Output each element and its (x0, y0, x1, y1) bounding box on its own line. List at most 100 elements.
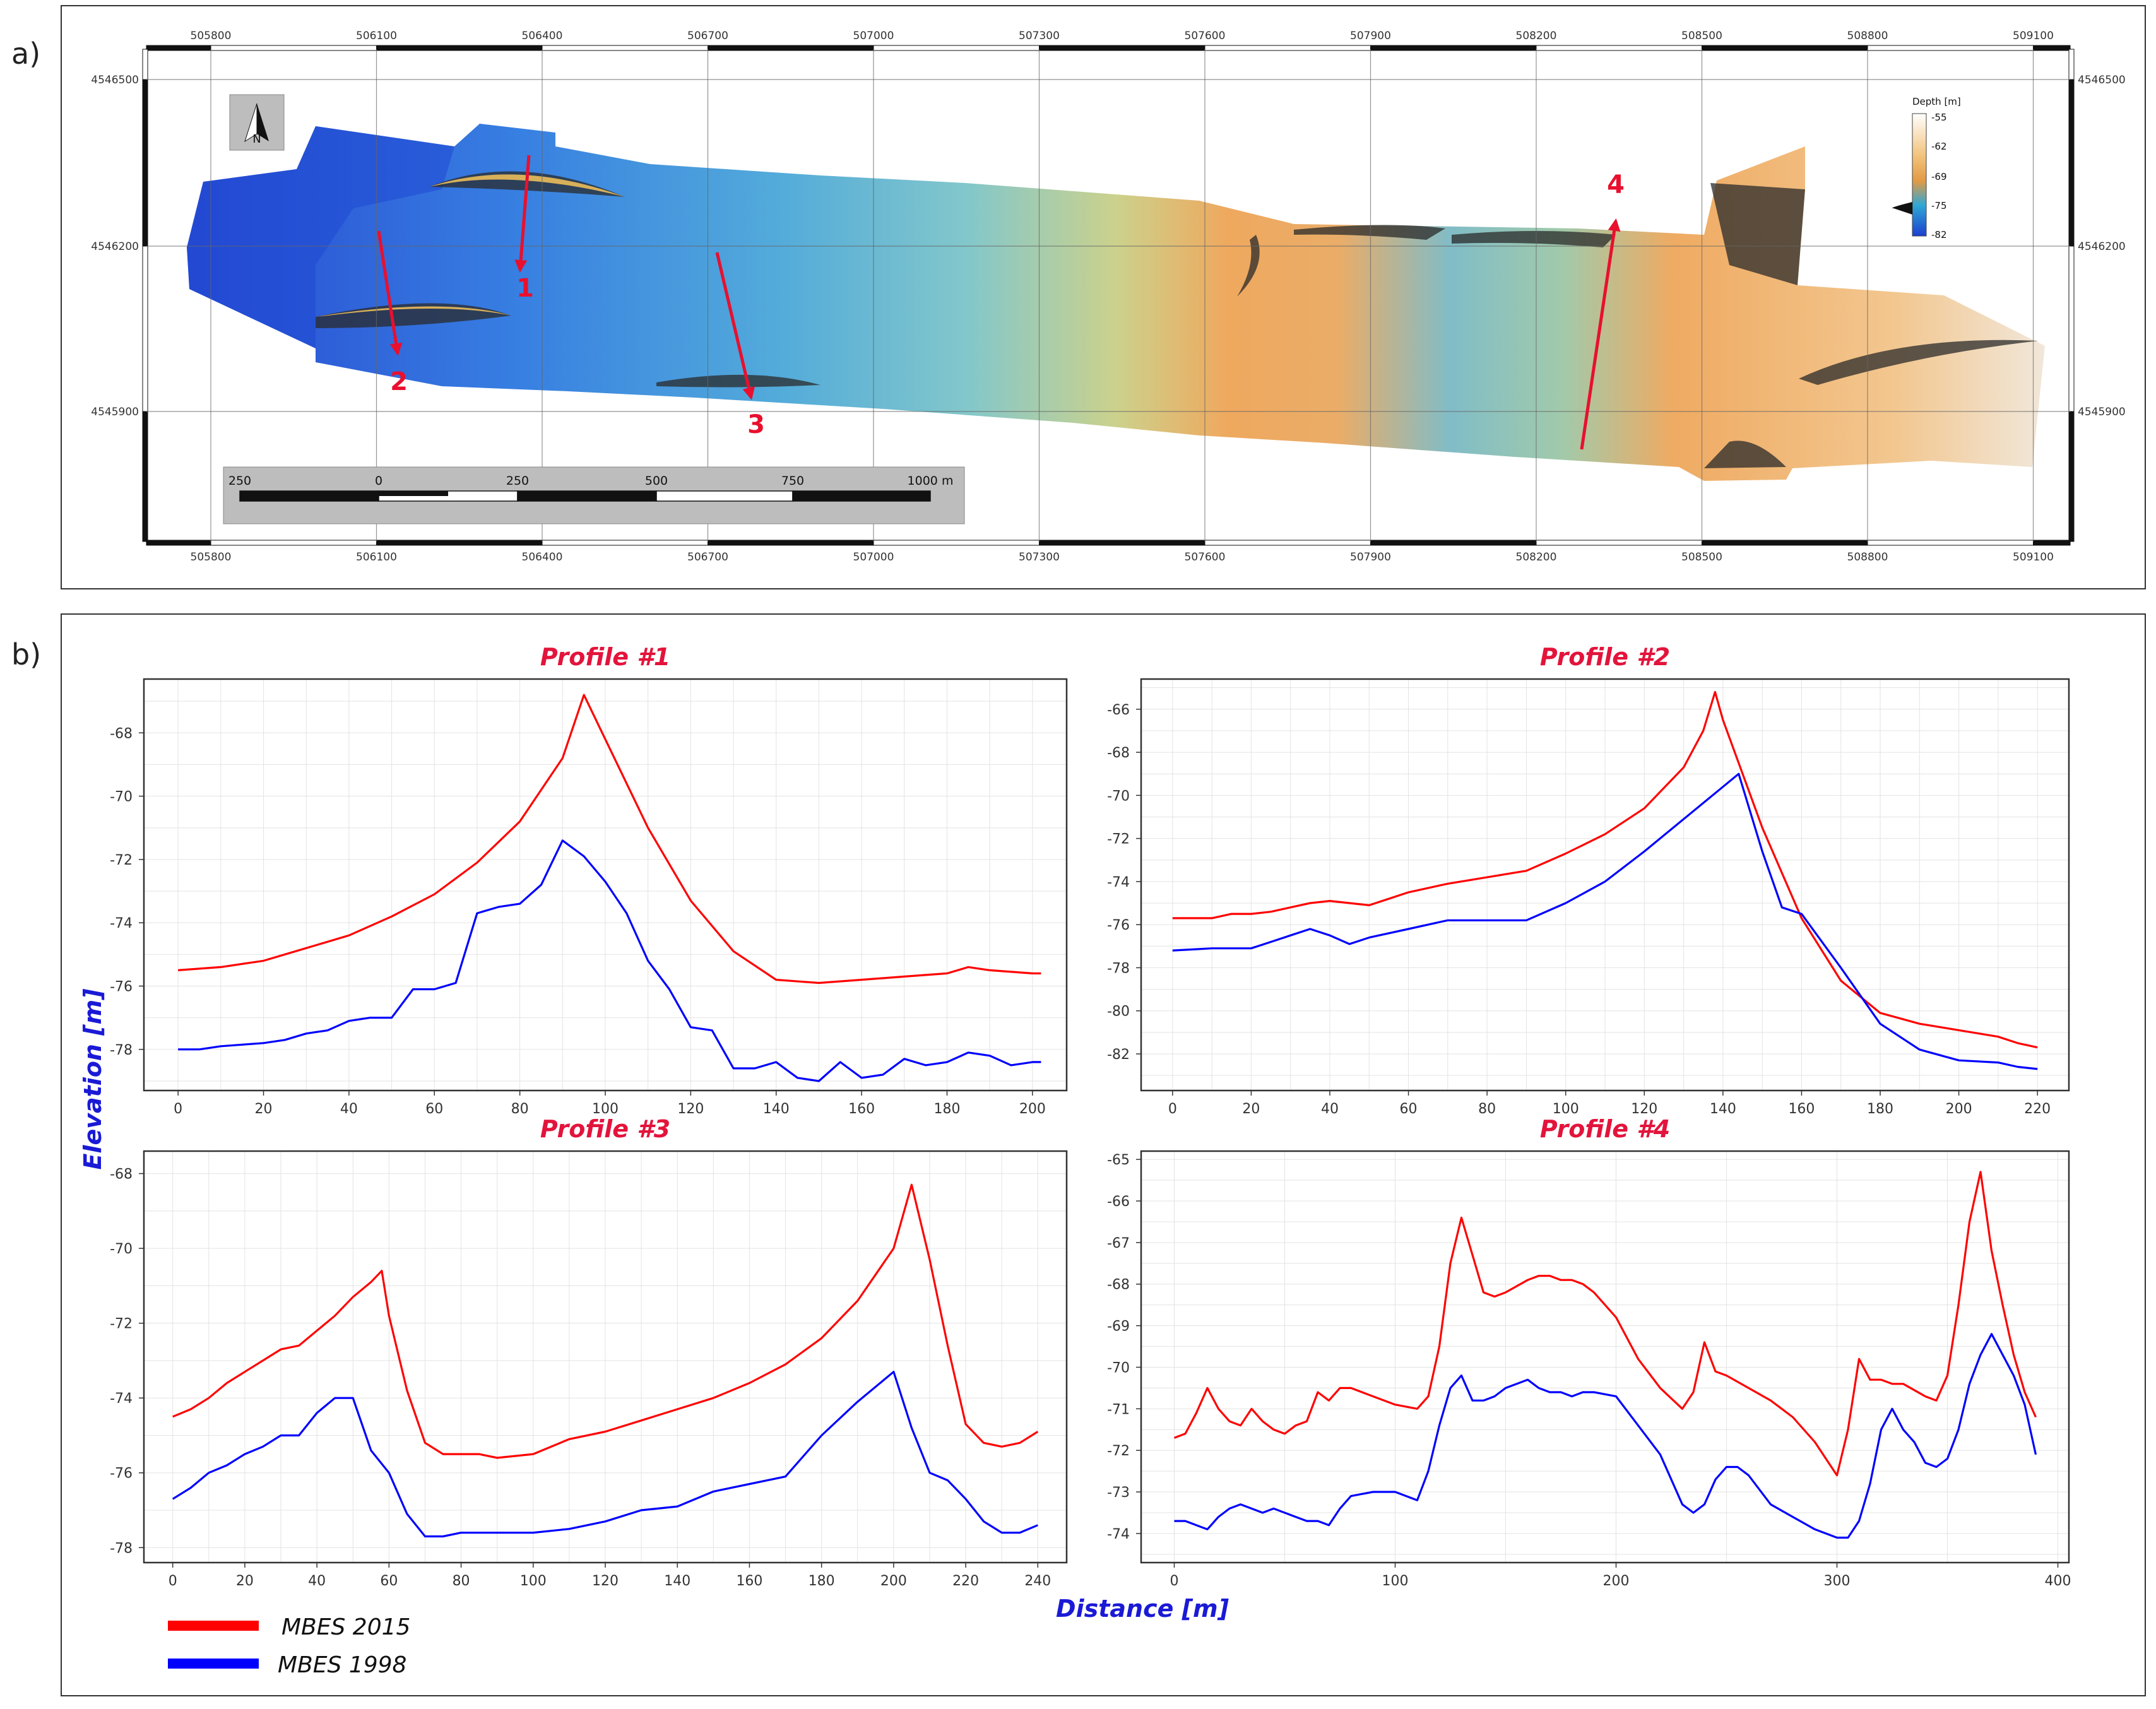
map-easting-label-bottom: 506700 (687, 551, 728, 564)
plot-frame (1140, 1150, 2070, 1564)
series-line-mbes-1998 (1172, 772, 2038, 1070)
map-easting-label-top: 507300 (1019, 30, 1060, 42)
profile-arrow-label-4: 4 (1607, 170, 1625, 199)
x-tick-label: 160 (848, 1101, 875, 1117)
map-easting-label-bottom: 507600 (1185, 551, 1226, 564)
map-easting-label-bottom: 508200 (1516, 551, 1557, 564)
map-northing-label-right: 4546200 (2078, 240, 2126, 253)
colorbar-label: -62 (1931, 141, 1947, 152)
map-easting-label-bottom: 508500 (1681, 551, 1722, 564)
x-tick-label: 400 (2045, 1573, 2071, 1589)
x-tick-label: 100 (1553, 1101, 1579, 1117)
x-tick-label: 160 (736, 1573, 762, 1589)
x-tick-label: 100 (1382, 1573, 1409, 1589)
y-tick-label: -76 (110, 1466, 133, 1482)
y-tick-label: -70 (1107, 788, 1130, 804)
x-tick-label: 120 (1631, 1101, 1657, 1117)
dune-crest (1704, 441, 1786, 468)
scalebar-label: 500 (645, 474, 668, 488)
x-tick-label: 140 (1710, 1101, 1736, 1117)
x-tick-label: 200 (880, 1573, 907, 1589)
profile-arrow-4 (1580, 218, 1621, 450)
y-tick-label: -72 (1107, 1443, 1130, 1459)
plot-frame (1140, 678, 2070, 1092)
scalebar-label: 750 (781, 474, 804, 488)
panel-label-a: a) (11, 37, 41, 71)
y-tick-label: -72 (110, 1316, 133, 1332)
x-tick-label: 60 (425, 1101, 443, 1117)
y-tick-label: -74 (1107, 875, 1130, 890)
x-tick-label: 0 (1168, 1101, 1177, 1117)
map-easting-label-bottom: 508800 (1847, 551, 1888, 564)
series-line-mbes-1998 (172, 1371, 1038, 1538)
x-tick-label: 300 (1824, 1573, 1851, 1589)
map-easting-label-top: 506400 (522, 30, 563, 42)
legend-label-2015: MBES 2015 (281, 1614, 410, 1640)
dune-crest (656, 374, 820, 387)
y-tick-label: -82 (1107, 1047, 1130, 1063)
legend-swatch-1998 (168, 1659, 259, 1669)
map-northing-label-right: 4545900 (2078, 406, 2126, 418)
map-northing-label-right: 4546500 (2078, 74, 2126, 86)
map-easting-label-top: 508800 (1847, 30, 1888, 42)
x-tick-label: 240 (1024, 1573, 1051, 1589)
x-tick-label: 80 (511, 1101, 529, 1117)
series-line-mbes-2015 (172, 1183, 1039, 1459)
map-easting-label-top: 506700 (687, 30, 728, 42)
profile-title: Profile #4 (1540, 1115, 1670, 1143)
profile-arrow-label-1: 1 (516, 274, 534, 303)
x-tick-label: 120 (677, 1101, 704, 1117)
series-line-mbes-2015 (1172, 690, 2038, 1049)
x-tick-label: 60 (380, 1573, 398, 1589)
x-tick-label: 200 (1603, 1573, 1630, 1589)
x-tick-label: 80 (453, 1573, 470, 1589)
map-easting-label-bottom: 509100 (2013, 551, 2054, 564)
series-line-mbes-1998 (178, 839, 1041, 1082)
y-tick-label: -80 (1107, 1004, 1130, 1020)
profile-arrow-label-2: 2 (390, 367, 408, 396)
map-easting-label-top: 505800 (191, 30, 232, 42)
x-tick-label: 120 (592, 1573, 619, 1589)
x-tick-label: 20 (236, 1573, 254, 1589)
series-line-mbes-2015 (177, 694, 1041, 985)
x-tick-label: 40 (308, 1573, 326, 1589)
dune-crest (1294, 225, 1445, 240)
profile-arrow-label-3: 3 (747, 410, 765, 439)
y-tick-label: -70 (1107, 1360, 1130, 1376)
x-tick-label: 100 (520, 1573, 547, 1589)
bathymetry-map: 505800 505800 506100 506100 506400 506400 5067… (91, 30, 2126, 564)
x-tick-label: 140 (763, 1101, 790, 1117)
y-tick-label: -76 (1107, 918, 1130, 933)
colorbar-label: -82 (1931, 229, 1947, 240)
y-tick-label: -68 (110, 1167, 133, 1183)
x-tick-label: 160 (1788, 1101, 1815, 1117)
map-easting-label-bottom: 505800 (191, 551, 232, 564)
map-border-block (2033, 540, 2071, 546)
map-easting-label-top: 507600 (1185, 30, 1226, 42)
profile-title: Profile #2 (1540, 643, 1670, 671)
profile-chart-2: Profile #2 0 20 40 60 80 100 120 140 160 180 200 220… (1107, 643, 2070, 1117)
map-easting-label-top: 507000 (853, 30, 894, 42)
map-easting-label-bottom: 507000 (853, 551, 894, 564)
map-easting-label-top: 508200 (1516, 30, 1557, 42)
colorbar-title: Depth [m] (1912, 96, 1961, 107)
colorbar-label: -75 (1931, 200, 1947, 211)
y-tick-label: -71 (1107, 1402, 1130, 1417)
x-tick-label: 180 (933, 1101, 960, 1117)
scalebar-label: 1000 m (908, 474, 954, 488)
scalebar-label: 250 (506, 474, 529, 488)
map-easting-label-bottom: 507300 (1019, 551, 1060, 564)
profile-arrow-1 (514, 155, 531, 273)
dune-shallow-top (316, 306, 511, 317)
scalebar-label: 250 (228, 474, 251, 488)
y-tick-label: -72 (1107, 832, 1130, 848)
profile-arrow-2 (377, 230, 403, 356)
y-tick-label: -66 (1107, 1194, 1130, 1210)
map-easting-label-top: 509100 (2013, 30, 2054, 42)
legend: MBES 2015 MBES 1998 (168, 1614, 410, 1678)
dune-crest (1710, 183, 1805, 285)
x-tick-label: 40 (1321, 1101, 1339, 1117)
map-northing-label-left: 4546200 (91, 240, 139, 253)
deep-region (187, 126, 454, 348)
